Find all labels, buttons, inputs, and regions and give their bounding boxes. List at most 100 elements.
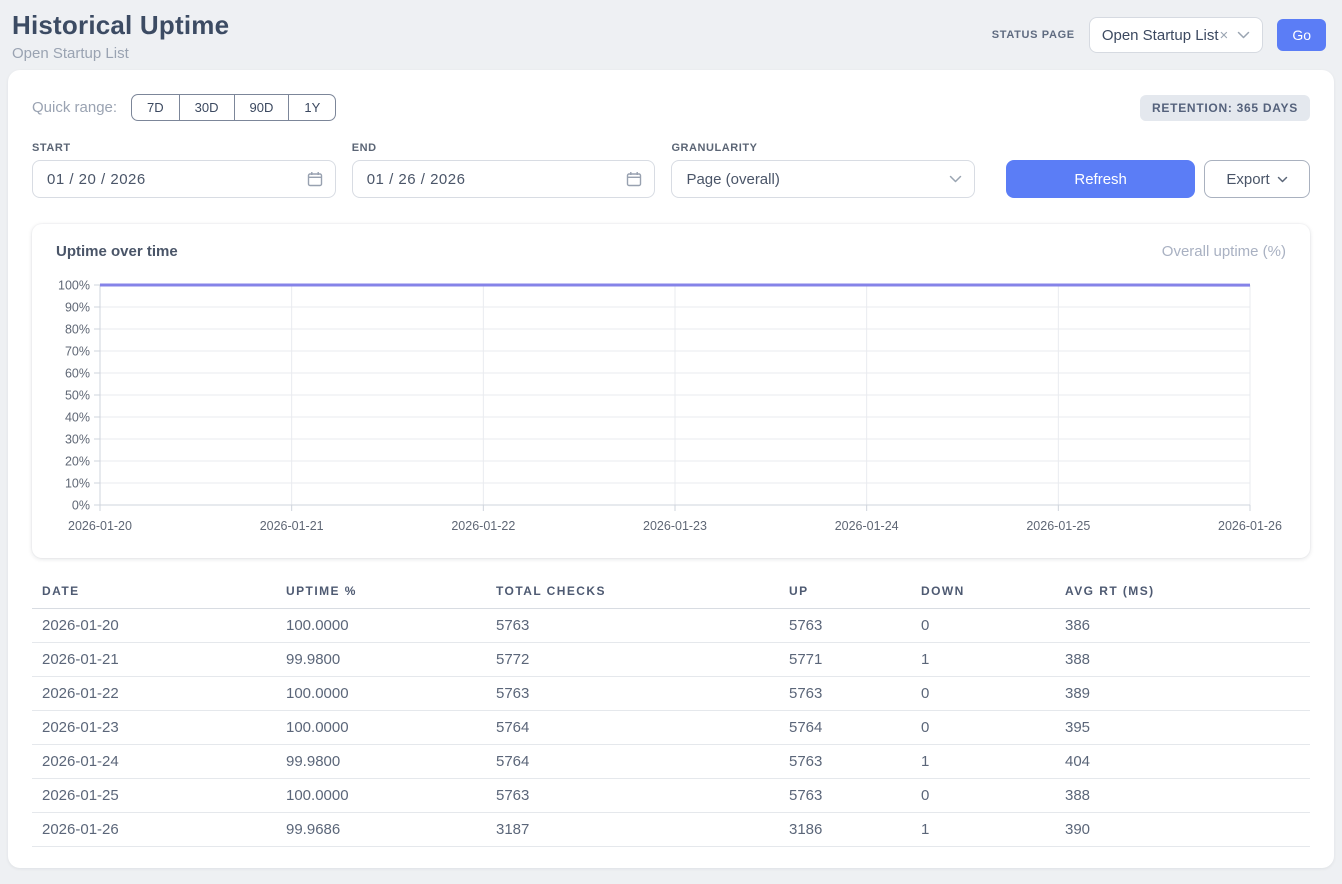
- start-date-label: START: [32, 142, 336, 154]
- table-cell: 100.0000: [276, 609, 486, 643]
- chart-legend: Overall uptime (%): [1162, 243, 1286, 260]
- svg-text:80%: 80%: [65, 323, 90, 337]
- table-cell: 0: [911, 677, 1055, 711]
- go-button[interactable]: Go: [1277, 19, 1326, 51]
- column-header: TOTAL CHECKS: [486, 580, 779, 609]
- table-cell: 390: [1055, 813, 1310, 847]
- quick-range-group: 7D30D90D1Y: [131, 94, 336, 121]
- table-cell: 0: [911, 609, 1055, 643]
- chart-title: Uptime over time: [56, 243, 178, 260]
- start-date-value: 01 / 20 / 2026: [47, 171, 146, 188]
- table-cell: 100.0000: [276, 711, 486, 745]
- uptime-table: DATEUPTIME %TOTAL CHECKSUPDOWNAVG RT (MS…: [32, 580, 1310, 847]
- table-row: 2026-01-2499.9800576457631404: [32, 745, 1310, 779]
- quick-range-7d[interactable]: 7D: [131, 94, 180, 121]
- svg-text:2026-01-22: 2026-01-22: [451, 519, 515, 533]
- table-cell: 99.9686: [276, 813, 486, 847]
- clear-selection-icon[interactable]: ×: [1220, 27, 1229, 44]
- table-cell: 3186: [779, 813, 911, 847]
- table-cell: 5764: [486, 711, 779, 745]
- calendar-icon[interactable]: [626, 171, 642, 187]
- svg-text:2026-01-21: 2026-01-21: [260, 519, 324, 533]
- svg-text:30%: 30%: [65, 433, 90, 447]
- table-cell: 5763: [779, 745, 911, 779]
- svg-text:0%: 0%: [72, 499, 90, 513]
- chevron-down-icon: [949, 175, 962, 183]
- refresh-button[interactable]: Refresh: [1006, 160, 1195, 198]
- table-cell: 2026-01-20: [32, 609, 276, 643]
- quick-range-label: Quick range:: [32, 99, 117, 116]
- uptime-chart-card: Uptime over time Overall uptime (%) 0% 10…: [32, 224, 1310, 558]
- table-cell: 3187: [486, 813, 779, 847]
- table-cell: 404: [1055, 745, 1310, 779]
- retention-badge: RETENTION: 365 DAYS: [1140, 95, 1310, 121]
- table-cell: 2026-01-21: [32, 643, 276, 677]
- table-row: 2026-01-2699.9686318731861390: [32, 813, 1310, 847]
- export-button[interactable]: Export: [1204, 160, 1310, 198]
- svg-text:50%: 50%: [65, 389, 90, 403]
- quick-range-row: Quick range: 7D30D90D1Y RETENTION: 365 D…: [32, 94, 1310, 121]
- main-panel: Quick range: 7D30D90D1Y RETENTION: 365 D…: [8, 70, 1334, 868]
- status-page-select-value: Open Startup List: [1102, 27, 1219, 44]
- table-cell: 5763: [779, 609, 911, 643]
- column-header: DOWN: [911, 580, 1055, 609]
- table-cell: 0: [911, 711, 1055, 745]
- svg-text:60%: 60%: [65, 367, 90, 381]
- table-row: 2026-01-22100.0000576357630389: [32, 677, 1310, 711]
- table-cell: 5772: [486, 643, 779, 677]
- svg-text:90%: 90%: [65, 301, 90, 315]
- export-button-label: Export: [1226, 171, 1269, 188]
- table-cell: 5764: [486, 745, 779, 779]
- table-row: 2026-01-2199.9800577257711388: [32, 643, 1310, 677]
- svg-text:20%: 20%: [65, 455, 90, 469]
- start-date-field: START 01 / 20 / 2026: [32, 142, 336, 198]
- table-cell: 2026-01-24: [32, 745, 276, 779]
- table-row: 2026-01-20100.0000576357630386: [32, 609, 1310, 643]
- table-cell: 386: [1055, 609, 1310, 643]
- svg-text:70%: 70%: [65, 345, 90, 359]
- table-cell: 5763: [779, 677, 911, 711]
- end-date-input[interactable]: 01 / 26 / 2026: [352, 160, 656, 198]
- start-date-input[interactable]: 01 / 20 / 2026: [32, 160, 336, 198]
- column-header: DATE: [32, 580, 276, 609]
- table-cell: 1: [911, 813, 1055, 847]
- end-date-value: 01 / 26 / 2026: [367, 171, 466, 188]
- calendar-icon[interactable]: [307, 171, 323, 187]
- header-controls: STATUS PAGE Open Startup List × Go: [992, 17, 1326, 53]
- table-cell: 99.9800: [276, 643, 486, 677]
- table-cell: 5763: [779, 779, 911, 813]
- svg-text:40%: 40%: [65, 411, 90, 425]
- end-date-field: END 01 / 26 / 2026: [352, 142, 656, 198]
- column-header: UP: [779, 580, 911, 609]
- column-header: AVG RT (MS): [1055, 580, 1310, 609]
- table-cell: 0: [911, 779, 1055, 813]
- granularity-select[interactable]: Page (overall): [671, 160, 975, 198]
- table-cell: 5764: [779, 711, 911, 745]
- quick-range-1y[interactable]: 1Y: [289, 94, 336, 121]
- svg-text:100%: 100%: [58, 279, 90, 293]
- svg-text:10%: 10%: [65, 477, 90, 491]
- filters-row: START 01 / 20 / 2026 END 01 / 26 / 2026 …: [32, 142, 1310, 198]
- table-cell: 5763: [486, 779, 779, 813]
- column-header: UPTIME %: [276, 580, 486, 609]
- svg-text:2026-01-26: 2026-01-26: [1218, 519, 1282, 533]
- table-cell: 389: [1055, 677, 1310, 711]
- svg-text:2026-01-20: 2026-01-20: [68, 519, 132, 533]
- table-cell: 100.0000: [276, 677, 486, 711]
- chevron-down-icon: [1237, 31, 1250, 39]
- page-title: Historical Uptime: [12, 10, 229, 41]
- status-page-select[interactable]: Open Startup List ×: [1089, 17, 1264, 53]
- table-cell: 2026-01-25: [32, 779, 276, 813]
- status-page-label: STATUS PAGE: [992, 29, 1075, 41]
- quick-range-90d[interactable]: 90D: [235, 94, 290, 121]
- end-date-label: END: [352, 142, 656, 154]
- table-cell: 388: [1055, 643, 1310, 677]
- quick-range-30d[interactable]: 30D: [180, 94, 235, 121]
- page-subtitle: Open Startup List: [12, 45, 229, 62]
- table-cell: 2026-01-22: [32, 677, 276, 711]
- granularity-label: GRANULARITY: [671, 142, 975, 154]
- table-cell: 5763: [486, 609, 779, 643]
- table-cell: 2026-01-26: [32, 813, 276, 847]
- uptime-line-chart: 0% 10% 20% 30% 40% 50% 60% 70% 80% 90% 100% 2026-01…: [56, 269, 1284, 541]
- title-block: Historical Uptime Open Startup List: [12, 10, 229, 62]
